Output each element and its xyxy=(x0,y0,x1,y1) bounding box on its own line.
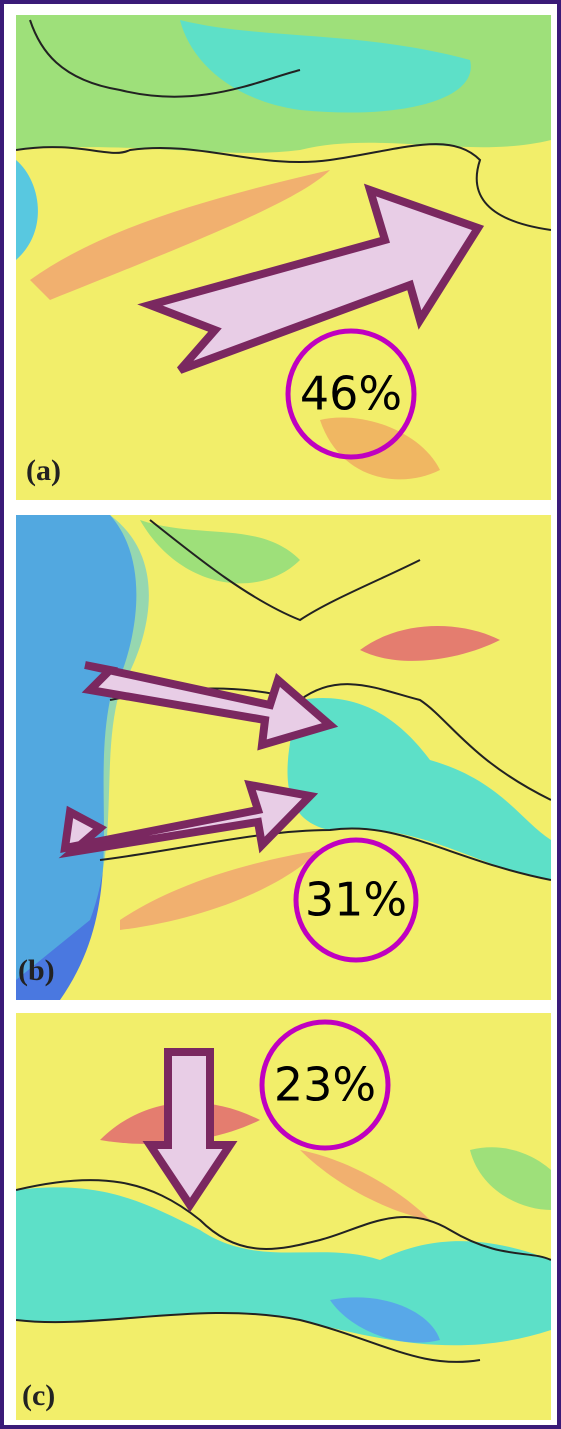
percent-label: 46% xyxy=(300,367,402,421)
figure: 46% (a) 31% (b) 23% (c) xyxy=(0,0,561,1429)
map-panel-a xyxy=(16,15,551,500)
panel-label: (a) xyxy=(26,454,61,487)
percent-label: 23% xyxy=(274,1058,376,1112)
page: 46% (a) 31% (b) 23% (c) (() => { const d… xyxy=(0,0,561,1429)
panel-label: (c) xyxy=(22,1379,55,1412)
panel-label: (b) xyxy=(18,954,55,987)
percent-label: 31% xyxy=(305,873,407,927)
map-panel-b xyxy=(16,515,551,1000)
